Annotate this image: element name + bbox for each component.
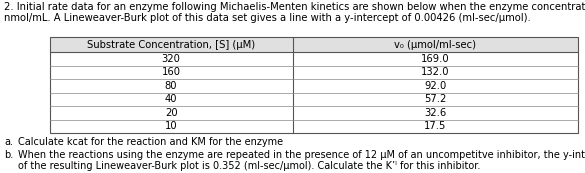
Text: 320: 320 xyxy=(161,54,181,64)
Text: 92.0: 92.0 xyxy=(424,81,446,91)
Text: 32.6: 32.6 xyxy=(424,108,446,118)
Text: 169.0: 169.0 xyxy=(421,54,449,64)
Text: 20: 20 xyxy=(165,108,177,118)
Bar xyxy=(50,37,578,133)
Text: 17.5: 17.5 xyxy=(424,121,446,131)
Text: b.: b. xyxy=(4,150,13,160)
Text: 10: 10 xyxy=(165,121,177,131)
Text: Substrate Concentration, [S] (μM): Substrate Concentration, [S] (μM) xyxy=(87,39,255,49)
Text: 40: 40 xyxy=(165,94,177,104)
Text: nmol/mL. A Lineweaver-Burk plot of this data set gives a line with a y-intercept: nmol/mL. A Lineweaver-Burk plot of this … xyxy=(4,13,531,23)
Text: a.: a. xyxy=(4,137,13,147)
Text: of the resulting Lineweaver-Burk plot is 0.352 (ml-sec/μmol). Calculate the K’ᴵ : of the resulting Lineweaver-Burk plot is… xyxy=(18,161,480,171)
Text: 57.2: 57.2 xyxy=(424,94,446,104)
Bar xyxy=(50,37,578,52)
Text: 2. Initial rate data for an enzyme following Michaelis-Menten kinetics are shown: 2. Initial rate data for an enzyme follo… xyxy=(4,2,585,12)
Text: 132.0: 132.0 xyxy=(421,67,449,77)
Text: 80: 80 xyxy=(165,81,177,91)
Text: 160: 160 xyxy=(161,67,181,77)
Text: Calculate kcat for the reaction and KM for the enzyme: Calculate kcat for the reaction and KM f… xyxy=(18,137,283,147)
Text: When the reactions using the enzyme are repeated in the presence of 12 μM of an : When the reactions using the enzyme are … xyxy=(18,150,585,160)
Text: v₀ (μmol/ml-sec): v₀ (μmol/ml-sec) xyxy=(394,39,476,49)
